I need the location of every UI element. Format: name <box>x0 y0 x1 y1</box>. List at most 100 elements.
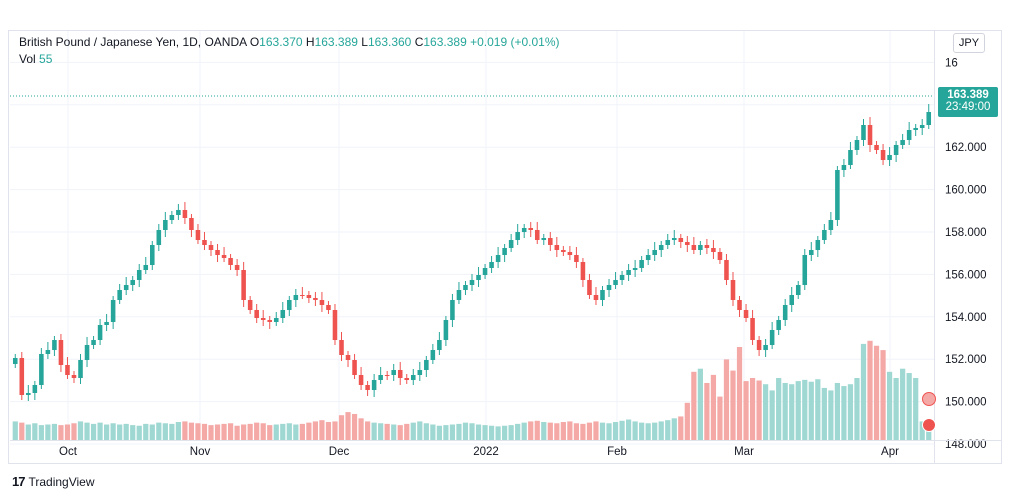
candle-body <box>182 210 188 218</box>
chart-frame <box>8 30 1002 464</box>
price-tick-label: 158.000 <box>945 227 987 239</box>
time-tick-label: Nov <box>190 446 211 458</box>
ohlc-value: 163.389 <box>314 35 358 49</box>
volume-bar <box>19 422 25 440</box>
candle-body <box>893 145 899 155</box>
time-tick-label: Dec <box>329 446 350 458</box>
volume-bar <box>678 416 684 440</box>
candle-body <box>652 250 657 255</box>
candle-body <box>273 318 279 322</box>
tradingview-logo-icon: 17 <box>12 474 26 489</box>
candle-body <box>593 295 599 300</box>
volume-bar <box>241 424 247 440</box>
candle-body <box>567 252 573 255</box>
volume-value: 55 <box>39 52 53 66</box>
volume-bar <box>508 425 514 440</box>
candle-body <box>169 215 175 220</box>
volume-legend[interactable]: Vol 55 <box>19 52 52 66</box>
volume-bar <box>149 424 155 440</box>
volume-bar <box>286 423 292 440</box>
volume-bar <box>782 382 788 440</box>
brand-name: TradingView <box>28 474 95 489</box>
candle-body <box>306 295 312 298</box>
candle-body <box>234 265 240 270</box>
candle-body <box>65 365 70 375</box>
candle-body <box>156 230 162 245</box>
volume-bar <box>293 424 299 440</box>
volume-bar <box>541 422 547 440</box>
volume-bar <box>195 423 201 440</box>
currency-button[interactable]: JPY <box>953 33 985 53</box>
candle-body <box>508 240 514 248</box>
volume-bar <box>763 384 769 440</box>
volume-bar <box>247 423 253 440</box>
price-tick-label: 150.000 <box>945 397 987 409</box>
candle-body <box>789 295 794 305</box>
flag-icon[interactable] <box>922 392 936 406</box>
volume-bar <box>443 425 449 440</box>
volume-bar <box>534 420 540 440</box>
candle-body <box>463 285 468 290</box>
candle-body <box>97 325 103 340</box>
event-icon[interactable] <box>922 418 936 432</box>
candle-body <box>123 285 129 290</box>
volume-bar <box>221 423 227 440</box>
volume-bar <box>12 421 18 440</box>
candle-body <box>756 340 762 350</box>
volume-bar <box>639 422 645 440</box>
candle-body <box>691 245 697 250</box>
volume-bar <box>345 412 351 440</box>
candle-body <box>698 245 703 250</box>
volume-bar <box>834 382 840 440</box>
candle-body <box>476 275 481 280</box>
candle-body <box>671 238 677 240</box>
candle-body <box>293 295 299 300</box>
volume-bar <box>815 379 821 440</box>
volume-bar <box>554 423 560 440</box>
ohlc-key: H <box>302 35 315 49</box>
volume-bar <box>201 423 208 440</box>
candle-body <box>378 375 383 380</box>
candle-body <box>861 125 866 140</box>
volume-bar <box>175 422 181 440</box>
candle-body <box>724 260 729 280</box>
candle-body <box>19 358 25 395</box>
volume-bar <box>528 421 534 440</box>
candle-body <box>469 280 475 285</box>
candle-body <box>424 360 429 370</box>
volume-bar <box>64 424 71 440</box>
volume-bar <box>730 370 736 440</box>
candle-body <box>776 320 781 330</box>
candle-body <box>228 258 233 265</box>
candle-body <box>489 262 494 268</box>
volume-bar <box>560 422 566 440</box>
candle-body <box>658 245 664 250</box>
volume-bar <box>502 425 508 440</box>
candle-body <box>371 380 377 390</box>
candle-body <box>176 210 181 215</box>
candle-body <box>78 360 83 378</box>
volume-bar <box>306 422 312 440</box>
candle-body <box>763 345 768 350</box>
time-axis[interactable]: Oct Nov Dec 2022 Feb Mar Apr <box>10 440 1001 459</box>
volume-bar <box>873 345 880 440</box>
symbol-legend[interactable]: British Pound / Japanese Yen, 1D, OANDA … <box>19 35 560 49</box>
time-tick-label: 2022 <box>473 446 499 458</box>
price-tick-label: 148.000 <box>945 439 987 451</box>
candle-body <box>136 270 142 280</box>
candle-body <box>841 165 847 170</box>
candle-body <box>150 245 155 265</box>
candle-body <box>809 250 814 255</box>
volume-bar <box>208 425 214 440</box>
price-tick-label: 16 <box>945 57 958 69</box>
tradingview-brand[interactable]: 17 TradingView <box>12 474 95 489</box>
ohlc-value: 163.370 <box>259 35 303 49</box>
volume-bar <box>32 423 38 440</box>
candle-body <box>221 255 227 258</box>
volume-bar <box>795 381 801 440</box>
candle-body <box>848 150 853 165</box>
volume-bar <box>919 421 925 440</box>
ohlc-key: C <box>411 35 424 49</box>
volume-bar <box>51 423 58 440</box>
